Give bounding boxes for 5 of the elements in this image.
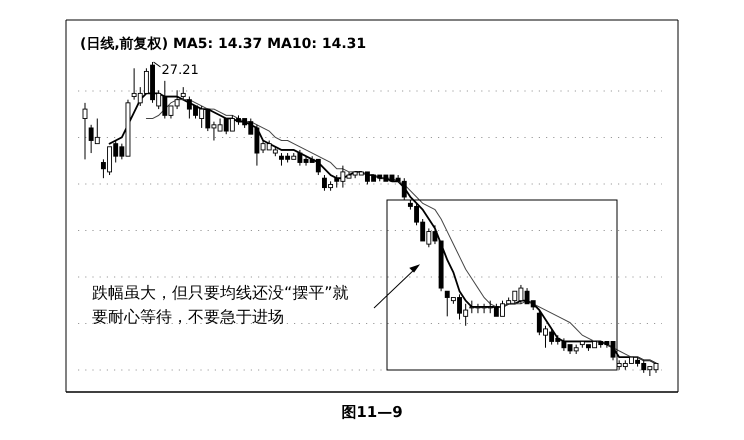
annotation: 27.21 [162,63,199,78]
annotation: 跌幅虽大，但只要均线还没“摆平”就要耐心等待，不要急于进场 [92,283,349,326]
chart-title: (日线,前复权) MA5: 14.37 MA10: 14.31 [80,36,366,52]
caption: 图11—9 [341,403,403,421]
candlestick [82,102,88,160]
